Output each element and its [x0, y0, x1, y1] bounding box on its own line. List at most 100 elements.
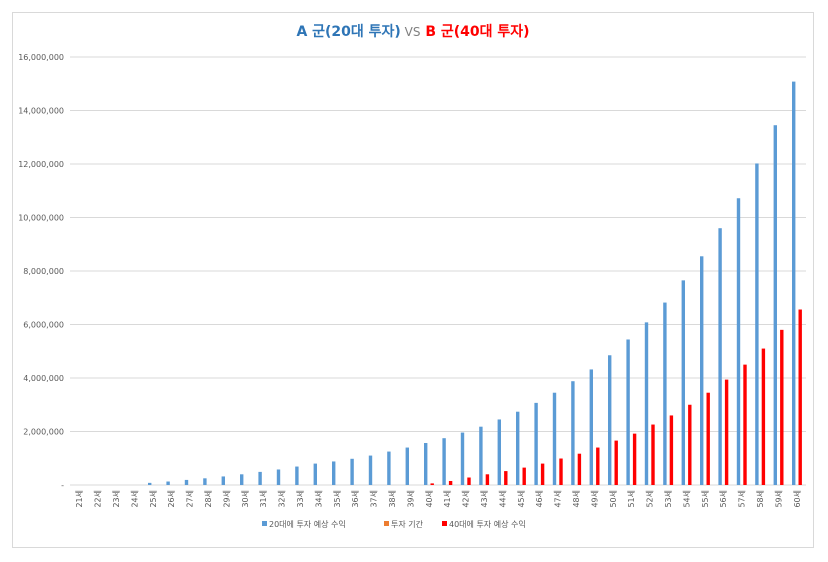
bar — [589, 369, 593, 485]
x-tick-label: 54세 — [682, 490, 691, 508]
bar — [792, 81, 796, 486]
bar — [332, 461, 336, 485]
bar — [295, 466, 299, 485]
bar — [504, 471, 508, 485]
x-tick-label: 49세 — [590, 490, 599, 508]
bar — [387, 451, 391, 485]
x-tick-label: 53세 — [664, 490, 673, 508]
x-tick-label: 50세 — [609, 490, 618, 508]
bar — [430, 483, 434, 485]
bar — [221, 476, 225, 485]
bar — [258, 471, 262, 485]
bar — [313, 463, 317, 485]
x-tick-label: 41세 — [443, 490, 452, 508]
bar — [442, 438, 446, 485]
legend-label: 20대에 투자 예상 수익 — [269, 519, 346, 529]
bar — [368, 455, 373, 485]
bar — [203, 478, 207, 485]
bar — [736, 198, 741, 486]
y-tick-label: 12,000,000 — [18, 160, 64, 169]
x-tick-label: 52세 — [646, 490, 655, 508]
title-part: VS — [401, 25, 421, 39]
bar — [522, 467, 526, 485]
x-tick-label: 33세 — [296, 490, 305, 508]
bar — [626, 339, 630, 485]
x-tick-label: 46세 — [535, 490, 544, 508]
bar — [700, 256, 704, 485]
bar — [516, 411, 520, 485]
y-tick-label: - — [61, 481, 64, 490]
bar — [424, 443, 428, 485]
x-tick-label: 36세 — [351, 490, 360, 508]
title-part: B 군(40대 투자) — [420, 24, 529, 40]
bar — [773, 125, 777, 486]
legend-swatch — [442, 521, 447, 526]
y-tick-label: 8,000,000 — [23, 267, 64, 276]
bar — [596, 447, 600, 485]
x-tick-label: 48세 — [572, 490, 581, 508]
y-tick-label: 14,000,000 — [18, 107, 64, 116]
y-tick-label: 6,000,000 — [23, 321, 64, 330]
x-tick-label: 28세 — [204, 490, 213, 508]
x-tick-label: 47세 — [554, 490, 563, 508]
x-tick-label: 32세 — [278, 490, 287, 508]
bar — [632, 433, 637, 485]
bar — [571, 381, 575, 485]
legend-label: 40대에 투자 예상 수익 — [449, 519, 526, 529]
x-tick-label: 57세 — [738, 490, 747, 508]
bar — [798, 309, 802, 485]
x-tick-label: 35세 — [333, 490, 342, 508]
bar — [448, 480, 453, 485]
bar — [761, 348, 766, 485]
x-tick-label: 25세 — [149, 490, 158, 508]
x-tick-label: 39세 — [406, 490, 415, 508]
x-tick-label: 40세 — [425, 490, 434, 508]
bar — [276, 469, 281, 485]
bar — [534, 402, 538, 485]
bar — [651, 424, 655, 485]
bar — [743, 364, 747, 485]
bar — [184, 479, 189, 485]
title-part: A 군(20대 투자) — [296, 24, 400, 40]
x-tick-label: 38세 — [388, 490, 397, 508]
x-tick-label: 27세 — [186, 490, 195, 508]
bar — [166, 481, 170, 485]
bar — [552, 392, 557, 485]
bar — [718, 228, 722, 485]
x-tick-label: 58세 — [756, 490, 765, 508]
bar — [614, 440, 618, 485]
x-tick-label: 59세 — [774, 490, 783, 508]
x-tick-label: 23세 — [112, 490, 121, 508]
bar — [681, 280, 685, 485]
legend-swatch — [262, 521, 267, 526]
bar — [148, 482, 152, 485]
bar — [497, 419, 501, 485]
x-tick-label: 44세 — [498, 490, 507, 508]
chart-frame — [12, 12, 814, 548]
bar — [467, 477, 471, 485]
x-tick-label: 21세 — [75, 490, 84, 508]
y-tick-label: 2,000,000 — [23, 428, 64, 437]
bar — [479, 426, 483, 485]
legend-label: 투자 기간 — [391, 519, 424, 529]
bar — [608, 355, 612, 485]
bar — [644, 322, 649, 485]
bar — [485, 474, 490, 485]
bar — [669, 415, 674, 485]
x-tick-label: 45세 — [517, 490, 526, 508]
legend-swatch — [384, 521, 389, 526]
x-tick-label: 42세 — [462, 490, 471, 508]
bar — [405, 447, 409, 485]
x-tick-label: 51세 — [627, 490, 636, 508]
x-tick-label: 24세 — [130, 490, 139, 508]
bar — [780, 329, 784, 485]
bar — [559, 458, 563, 485]
x-tick-label: 31세 — [259, 490, 268, 508]
bar — [755, 163, 759, 485]
x-tick-label: 34세 — [314, 490, 323, 508]
x-tick-label: 30세 — [241, 490, 250, 508]
x-tick-label: 60세 — [793, 490, 802, 508]
x-tick-label: 56세 — [719, 490, 728, 508]
y-tick-label: 16,000,000 — [18, 53, 64, 62]
